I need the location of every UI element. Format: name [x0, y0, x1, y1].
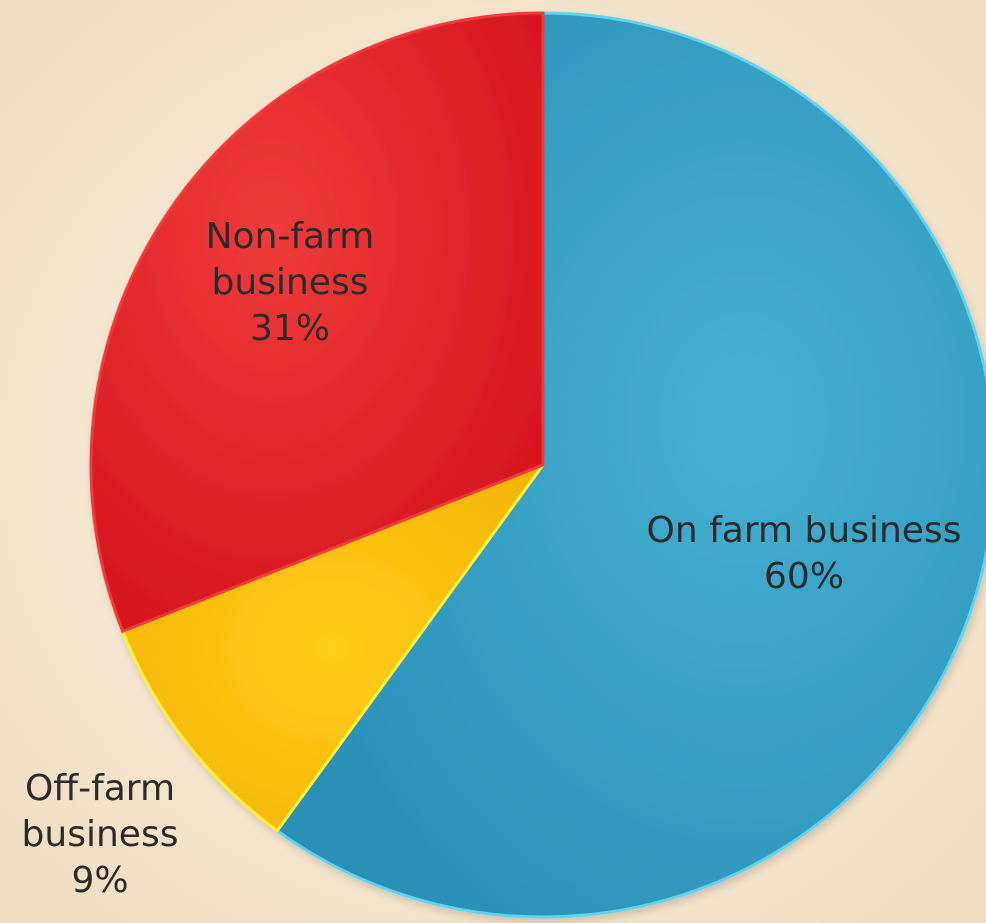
off-farm-percent-label: 9%: [71, 860, 129, 901]
non-farm-percent-label: 31%: [249, 308, 330, 349]
pie-slice-non-farm: [89, 11, 545, 633]
non-farm-label-line-1: Non-farm: [205, 216, 375, 257]
on-farm-percent-label: 60%: [763, 556, 844, 597]
off-farm-label-line-1: Off-farm: [24, 768, 176, 809]
on-farm-label-line-1: On farm business: [646, 510, 962, 551]
off-farm-label-line-2: business: [21, 814, 179, 855]
on-farm-data-label: On farm business 60%: [622, 508, 986, 600]
non-farm-data-label: Non-farm business 31%: [140, 214, 440, 352]
non-farm-label-line-2: business: [211, 262, 369, 303]
off-farm-data-label: Off-farm business 9%: [0, 766, 200, 904]
pie-slice-on-farm: [275, 11, 986, 919]
pie-slice-off-farm: [121, 463, 545, 833]
